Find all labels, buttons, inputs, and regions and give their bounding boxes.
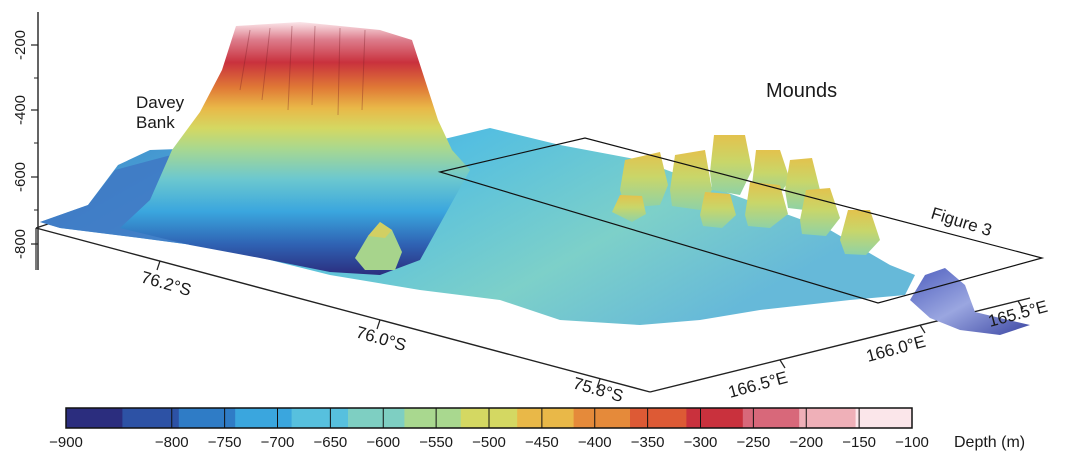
mounds-group <box>612 135 880 255</box>
mound <box>800 188 840 236</box>
mound <box>612 195 646 222</box>
vertical-tick-label: -600 <box>12 162 29 192</box>
colorbar-segment <box>404 408 462 428</box>
davey-bank-label-line2: Bank <box>136 113 175 132</box>
mound <box>840 210 880 255</box>
lon-tick <box>779 359 786 369</box>
colorbar-tick-label: −100 <box>895 434 929 451</box>
lon-tick <box>919 324 926 334</box>
mound <box>745 182 788 228</box>
mound <box>710 135 752 195</box>
vertical-tick-label: -400 <box>12 95 29 125</box>
colorbar-tick-label: −150 <box>842 434 876 451</box>
colorbar-segment <box>686 408 744 428</box>
vertical-tick-label: -200 <box>12 30 29 60</box>
vertical-depth-axis: -200 -400 -600 -800 <box>12 12 39 270</box>
colorbar-segment <box>630 408 687 428</box>
lon-tick <box>1017 300 1024 310</box>
colorbar-segment <box>517 408 575 428</box>
small-seamount-top <box>368 222 392 238</box>
mound <box>670 150 712 210</box>
colorbar-tick-label: −400 <box>578 434 612 451</box>
colorbar-segment <box>122 408 180 428</box>
colorbar-segment <box>348 408 405 428</box>
bank-texture <box>239 25 366 116</box>
colorbar-segment <box>291 408 349 428</box>
colorbar-tick-label: −550 <box>419 434 453 451</box>
bathymetry-surface <box>40 22 1030 335</box>
colorbar-tick-label: −450 <box>525 434 559 451</box>
lat-tick <box>376 319 381 330</box>
colorbar-segment <box>178 408 236 428</box>
colorbar-tick-label: −650 <box>313 434 347 451</box>
colorbar-segment <box>66 408 123 428</box>
mounds-label: Mounds <box>766 80 837 102</box>
colorbar-segment <box>235 408 293 428</box>
figure-3-label: Figure 3 <box>929 204 994 240</box>
figure-3-outline <box>437 137 1045 304</box>
colorbar-tick-label: −900 <box>49 434 83 451</box>
colorbar-tick-label: −500 <box>472 434 506 451</box>
right-ridge <box>910 268 1030 335</box>
colorbar-segment <box>799 408 857 428</box>
colorbar-tick-label: −700 <box>261 434 295 451</box>
latitude-tick-label: 76.2°S <box>139 268 193 300</box>
mound <box>620 152 668 208</box>
vertical-tick-label: -800 <box>12 229 29 259</box>
colorbar-segment <box>573 408 631 428</box>
colorbar-segment <box>742 408 800 428</box>
mound <box>700 192 736 228</box>
colorbar-tick-label: −300 <box>684 434 718 451</box>
colorbar-segment <box>855 408 913 428</box>
lat-tick <box>156 260 161 271</box>
small-seamount <box>355 222 402 270</box>
latitude-tick-label: 76.0°S <box>354 323 408 355</box>
depth-colorbar: −900 −800 −750 −700 −650 −600 −550 −500 −450 −400… <box>49 407 1025 451</box>
davey-bank-label-line1: Davey <box>136 93 185 112</box>
colorbar-tick-label: −800 <box>155 434 189 451</box>
colorbar-tick-label: −600 <box>366 434 400 451</box>
colorbar-title: Depth (m) <box>954 434 1025 451</box>
lat-tick <box>596 378 601 389</box>
frame-latitude-edge <box>35 227 651 393</box>
davey-bank <box>120 22 470 275</box>
longitude-tick-label: 166.5°E <box>726 368 790 402</box>
colorbar-tick-label: −350 <box>631 434 665 451</box>
colorbar-tick-label: −250 <box>736 434 770 451</box>
colorbar-tick-label: −200 <box>789 434 823 451</box>
colorbar-tick-label: −750 <box>208 434 242 451</box>
